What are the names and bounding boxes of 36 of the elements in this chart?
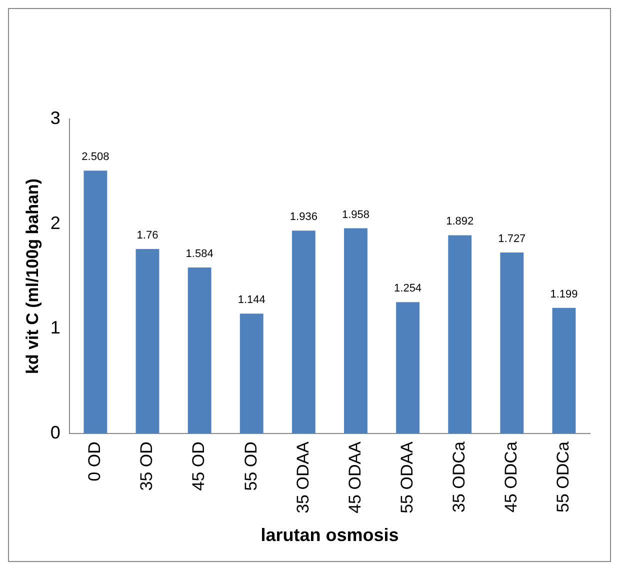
x-tick-label: 55 ODCa [554, 441, 573, 512]
x-tick-label: 45 OD [189, 442, 208, 491]
y-tick-label: 1 [50, 318, 60, 338]
x-tick-label: 35 ODCa [450, 441, 469, 512]
x-tick-label: 55 ODAA [397, 440, 416, 514]
bar [188, 267, 212, 434]
x-tick-label: 55 OD [241, 442, 260, 491]
bar [344, 228, 368, 434]
data-label: 2.508 [82, 151, 110, 164]
x-tick-label: 35 OD [137, 442, 156, 491]
x-tick-label: 35 ODAA [293, 440, 312, 514]
bar [240, 314, 264, 434]
bar [396, 302, 420, 434]
y-tick-label: 3 [50, 108, 60, 128]
bar [136, 249, 160, 434]
bar [292, 230, 316, 434]
data-label: 1.199 [550, 288, 578, 300]
data-label: 1.144 [238, 294, 266, 306]
x-axis-title: larutan osmosis [260, 525, 399, 546]
y-tick-label: 0 [50, 422, 60, 443]
data-label: 1.958 [342, 208, 370, 221]
bar [500, 252, 524, 434]
data-label: 1.892 [446, 216, 474, 228]
data-label: 1.76 [136, 230, 158, 242]
y-axis-title: kd vit C (ml/100g bahan) [22, 178, 42, 374]
x-tick-label: 45 ODCa [502, 441, 521, 512]
x-tick-label: 45 ODAA [345, 440, 364, 514]
bar [552, 308, 576, 434]
data-label: 1.254 [394, 282, 422, 295]
bar [448, 235, 472, 434]
bar [84, 170, 108, 434]
y-tick-label: 2 [50, 212, 60, 233]
x-tick-label: 0 OD [85, 442, 104, 482]
data-label: 1.727 [498, 233, 526, 246]
data-label: 1.936 [290, 211, 318, 224]
data-label: 1.584 [186, 248, 214, 260]
